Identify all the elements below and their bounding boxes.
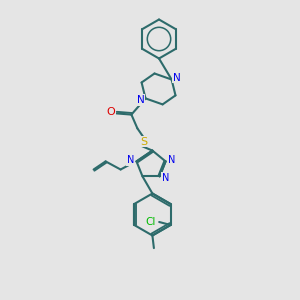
Text: S: S	[140, 136, 147, 147]
Text: N: N	[168, 155, 175, 165]
Text: N: N	[127, 155, 134, 165]
Text: N: N	[137, 95, 145, 105]
Text: Cl: Cl	[146, 217, 156, 227]
Text: N: N	[162, 173, 169, 183]
Text: N: N	[172, 73, 180, 83]
Text: O: O	[106, 107, 116, 117]
